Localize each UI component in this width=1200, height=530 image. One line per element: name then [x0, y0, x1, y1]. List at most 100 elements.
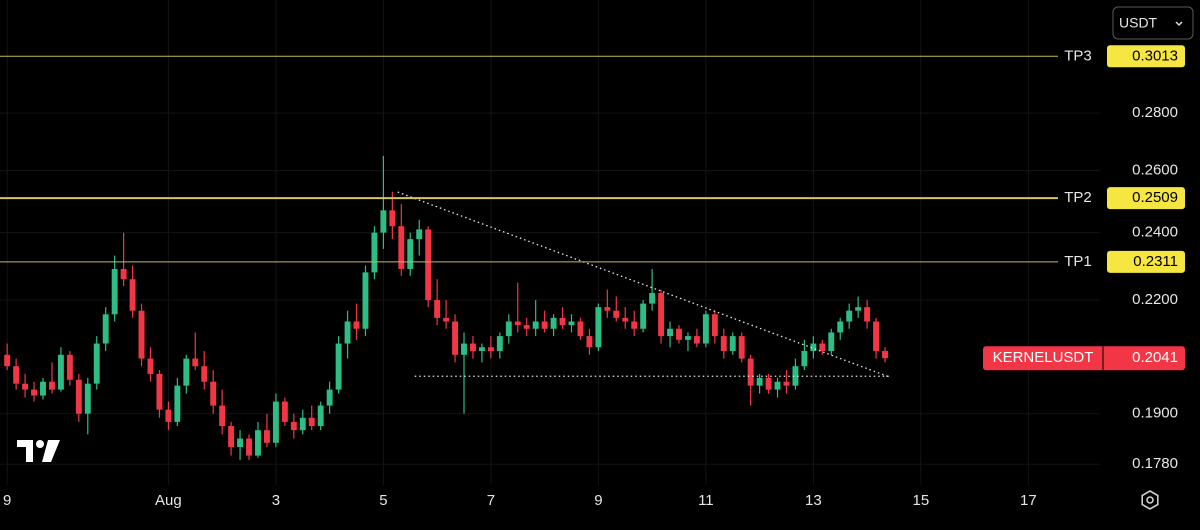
candle-body: [13, 366, 20, 384]
candle-body: [299, 417, 306, 431]
candle-body: [720, 336, 727, 352]
candle-body: [48, 381, 55, 390]
candle-body: [255, 430, 261, 456]
candle-body: [622, 317, 629, 322]
candle-body: [281, 401, 288, 422]
candle-body: [263, 430, 270, 443]
candle-body: [317, 405, 324, 427]
candle-body: [210, 381, 217, 406]
candle-body: [550, 317, 557, 329]
candle-body: [514, 321, 521, 326]
button-label[interactable]: USDT: [1119, 15, 1158, 31]
candle-body: [138, 310, 145, 359]
candle-body: [487, 347, 494, 352]
last-price-box: [983, 346, 1185, 371]
candle-body: [102, 314, 109, 344]
candle-body: [738, 336, 745, 359]
candle-body: [658, 293, 665, 337]
x-tick-label: 17: [1020, 492, 1037, 509]
candle-body: [326, 389, 333, 406]
y-tick-label: 0.1900: [1132, 405, 1178, 422]
candle-body: [729, 336, 736, 352]
candle-body: [702, 314, 709, 344]
x-tick-label: 3: [272, 492, 280, 509]
x-tick-label: Aug: [155, 492, 182, 509]
candle-body: [595, 307, 602, 348]
candle-body: [882, 351, 888, 359]
candle-body: [425, 229, 432, 301]
candle-body: [398, 226, 405, 269]
candle-body: [855, 307, 862, 311]
logo-part: [42, 440, 60, 462]
candle-body: [568, 321, 575, 326]
level-name: TP1: [1064, 253, 1092, 270]
x-tick-label: 9: [594, 492, 602, 509]
candle-body: [837, 321, 844, 333]
x-tick-label: 15: [913, 492, 930, 509]
level-value: 0.2311: [1133, 253, 1178, 270]
candle-body: [693, 336, 700, 344]
candle-body: [586, 336, 593, 348]
candle-body: [31, 389, 37, 396]
candle-body: [362, 272, 369, 329]
candle-body: [684, 336, 691, 340]
candle-body: [613, 310, 620, 318]
candle-body: [559, 317, 566, 326]
candle-body: [380, 210, 387, 233]
candle-body: [219, 405, 226, 427]
candle-body: [604, 307, 611, 311]
candle-body: [792, 366, 799, 386]
candle-body: [649, 293, 656, 304]
grid: [0, 0, 1100, 485]
candle-body: [783, 381, 790, 386]
chevron[interactable]: [1175, 21, 1183, 27]
candle-body: [308, 417, 315, 427]
y-tick-label: 0.2200: [1132, 291, 1178, 308]
candle-body: [667, 328, 673, 337]
candle-body: [93, 343, 100, 384]
candle-body: [407, 239, 414, 269]
candle-body: [640, 303, 647, 329]
x-tick-label: 13: [805, 492, 822, 509]
candle-body: [22, 383, 29, 390]
button-frame[interactable]: [1112, 6, 1194, 40]
candle-body: [864, 307, 871, 322]
currency-button[interactable]: USDT: [1112, 6, 1194, 40]
candle-body: [174, 385, 181, 422]
candle-body: [801, 351, 808, 367]
candle-body: [434, 300, 441, 318]
candle-body: [711, 314, 718, 337]
y-tick-label: 0.1780: [1132, 455, 1178, 472]
candle-body: [84, 383, 91, 414]
x-tick-label: 9: [3, 492, 11, 509]
level-box: [1107, 45, 1185, 68]
settings-icon[interactable]: [1141, 490, 1159, 510]
candle-body: [747, 358, 754, 386]
candle-body: [810, 343, 817, 352]
candle-body: [819, 343, 826, 352]
logo: [17, 440, 60, 462]
candle-body: [40, 381, 46, 396]
trendline: [397, 191, 890, 378]
candle-body: [183, 358, 190, 386]
x-tick-label: 11: [698, 492, 714, 509]
candle-body: [676, 328, 682, 340]
candle-body: [389, 210, 396, 227]
candle-body: [478, 347, 485, 352]
candle-body: [4, 354, 11, 367]
candle-body: [756, 377, 763, 386]
candle-body: [577, 321, 584, 337]
level-name: TP3: [1064, 47, 1092, 64]
y-tick-label: 0.2600: [1132, 162, 1178, 179]
candle-body: [846, 310, 853, 322]
level-name: TP2: [1064, 189, 1092, 206]
candle-body: [496, 336, 503, 352]
candle-body: [272, 401, 279, 443]
candle-body: [165, 409, 172, 422]
gear-hole[interactable]: [1146, 496, 1154, 504]
gear-outline[interactable]: [1141, 490, 1159, 510]
candle-body: [774, 381, 781, 390]
candle-body: [228, 426, 235, 448]
